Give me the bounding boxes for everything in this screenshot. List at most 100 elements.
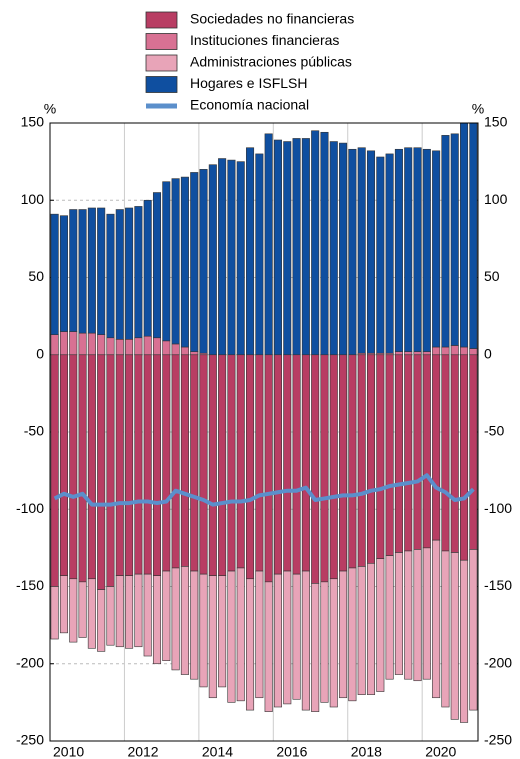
bar xyxy=(246,578,255,711)
bar xyxy=(366,150,376,354)
bar xyxy=(385,555,394,680)
bar xyxy=(394,351,403,356)
bar xyxy=(50,354,59,587)
bar xyxy=(348,148,357,356)
bar xyxy=(432,346,441,356)
bar xyxy=(357,354,366,567)
bar xyxy=(376,354,385,559)
bar xyxy=(301,570,310,711)
x-tick-label: 2010 xyxy=(53,744,84,759)
bar xyxy=(273,573,282,708)
bar xyxy=(218,575,227,688)
bar xyxy=(366,354,376,564)
bar xyxy=(236,354,245,569)
bar xyxy=(69,331,78,356)
bar xyxy=(106,354,115,587)
bar xyxy=(180,176,189,348)
bar xyxy=(339,354,348,572)
line xyxy=(53,473,475,507)
bar xyxy=(236,567,245,702)
bar xyxy=(190,354,199,572)
bar xyxy=(394,148,403,352)
y-tick-label: -200 xyxy=(16,654,44,670)
bar xyxy=(115,354,124,576)
bar xyxy=(339,142,348,356)
bar xyxy=(171,354,180,569)
y-tick-label: -50 xyxy=(24,423,44,439)
bar xyxy=(404,354,413,552)
bar xyxy=(87,578,96,649)
bar xyxy=(227,354,236,572)
bar xyxy=(394,552,403,675)
y2-tick-label: 100 xyxy=(484,191,508,207)
bar xyxy=(404,351,413,356)
legend-swatch xyxy=(145,11,178,29)
bar xyxy=(339,570,348,699)
bar xyxy=(143,335,152,356)
legend-swatch xyxy=(145,54,178,72)
bar xyxy=(97,354,106,590)
legend-label: Economía nacional xyxy=(190,97,309,113)
bar xyxy=(469,549,478,711)
bar xyxy=(348,567,357,702)
bar xyxy=(311,583,320,712)
bar xyxy=(143,573,152,657)
bar xyxy=(227,159,236,356)
bar xyxy=(190,172,199,352)
bar xyxy=(348,354,357,569)
bar xyxy=(180,346,189,356)
bar xyxy=(283,141,292,356)
legend-swatch xyxy=(145,33,178,50)
bar xyxy=(152,354,162,576)
bar xyxy=(115,575,124,648)
bar xyxy=(264,354,273,583)
bar xyxy=(469,122,478,349)
bar xyxy=(115,338,124,356)
bar xyxy=(366,563,376,695)
bar xyxy=(162,570,171,661)
y-tick-label: 50 xyxy=(28,268,44,284)
bar xyxy=(143,199,152,337)
bar xyxy=(422,351,431,356)
bar xyxy=(218,354,227,576)
bar xyxy=(450,354,459,553)
bar xyxy=(292,138,301,356)
bar xyxy=(162,181,171,342)
y2-tick-label: -200 xyxy=(484,654,512,670)
bar xyxy=(255,570,264,699)
bar xyxy=(413,351,422,356)
bar xyxy=(441,346,450,356)
bar xyxy=(171,178,180,345)
bar xyxy=(264,133,273,356)
bar xyxy=(199,354,208,575)
bar xyxy=(125,575,134,649)
bar xyxy=(385,153,394,354)
bar xyxy=(460,122,469,348)
bar xyxy=(125,207,134,340)
y2-tick-label: -50 xyxy=(484,423,504,439)
legend-label: Hogares e ISFLSH xyxy=(190,75,308,91)
y-tick-label: 150 xyxy=(21,114,45,130)
bar xyxy=(273,354,282,575)
bar xyxy=(125,338,134,356)
bar xyxy=(171,567,180,671)
bar xyxy=(59,331,68,356)
bar xyxy=(190,351,199,356)
bar xyxy=(413,354,422,550)
bar xyxy=(422,547,431,680)
bar xyxy=(255,153,264,356)
legend-label: Instituciones financieras xyxy=(190,32,339,48)
bar xyxy=(357,566,366,695)
bar xyxy=(376,558,385,692)
bar xyxy=(413,147,422,352)
bar xyxy=(134,206,143,339)
bar xyxy=(180,354,189,567)
bar xyxy=(59,575,68,634)
bar xyxy=(50,334,59,356)
bar xyxy=(441,354,450,552)
bar xyxy=(152,575,162,665)
bar xyxy=(301,138,310,356)
y-tick-label: -150 xyxy=(16,577,44,593)
bar xyxy=(432,354,441,541)
bar xyxy=(227,570,236,703)
